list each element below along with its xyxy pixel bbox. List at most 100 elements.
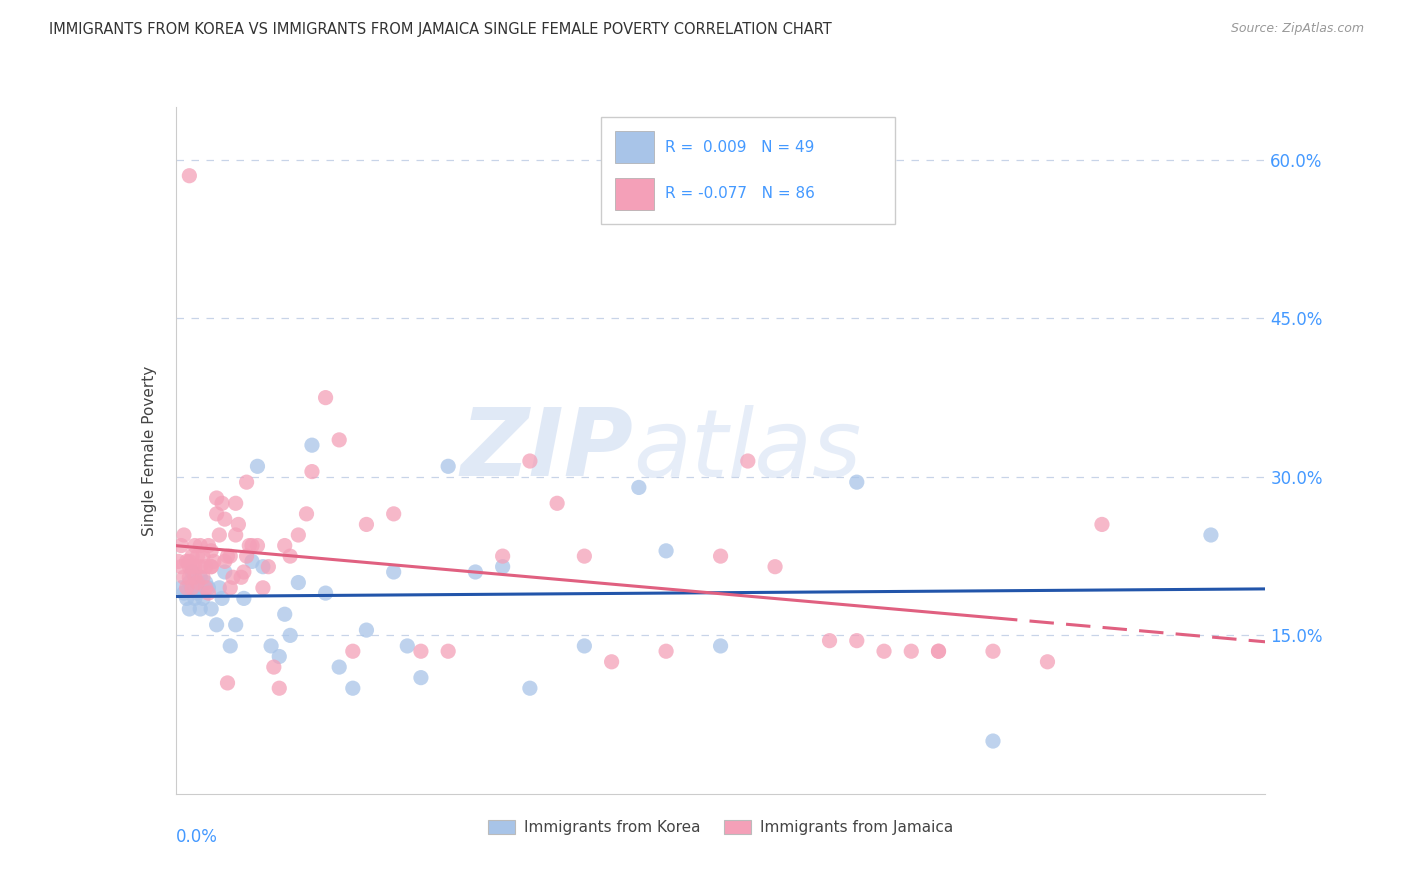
Point bbox=[184, 570, 207, 584]
Point bbox=[315, 391, 337, 405]
Point bbox=[900, 644, 922, 658]
Point bbox=[356, 517, 378, 532]
Point bbox=[197, 539, 219, 553]
Point bbox=[188, 602, 211, 616]
Point bbox=[170, 559, 193, 574]
Text: atlas: atlas bbox=[633, 405, 862, 496]
Point bbox=[181, 565, 204, 579]
Point bbox=[274, 539, 297, 553]
Point bbox=[176, 591, 198, 606]
Point bbox=[981, 644, 1004, 658]
Point bbox=[342, 681, 364, 696]
Point bbox=[574, 549, 596, 563]
Point bbox=[173, 586, 195, 600]
Point bbox=[409, 644, 432, 658]
Point bbox=[184, 539, 207, 553]
Point bbox=[246, 539, 269, 553]
Point bbox=[202, 554, 225, 568]
Point bbox=[278, 549, 301, 563]
Point bbox=[328, 660, 350, 674]
Point bbox=[197, 586, 219, 600]
Point bbox=[240, 554, 263, 568]
Point bbox=[191, 570, 214, 584]
Point bbox=[763, 559, 786, 574]
Point bbox=[208, 528, 231, 542]
Point bbox=[205, 617, 228, 632]
Point bbox=[710, 639, 733, 653]
Point bbox=[301, 438, 323, 452]
Point bbox=[260, 639, 283, 653]
Point bbox=[208, 581, 231, 595]
Point bbox=[194, 575, 217, 590]
Point bbox=[437, 459, 460, 474]
Point bbox=[235, 549, 257, 563]
Point bbox=[200, 602, 222, 616]
Point bbox=[219, 549, 242, 563]
Point bbox=[205, 491, 228, 505]
Point bbox=[197, 581, 219, 595]
Point bbox=[200, 559, 222, 574]
Point bbox=[818, 633, 841, 648]
Point bbox=[181, 549, 204, 563]
Point bbox=[928, 644, 950, 658]
Point bbox=[1199, 528, 1222, 542]
Text: Source: ZipAtlas.com: Source: ZipAtlas.com bbox=[1230, 22, 1364, 36]
Point bbox=[464, 565, 486, 579]
Point bbox=[173, 570, 195, 584]
Point bbox=[211, 496, 233, 510]
Point bbox=[710, 549, 733, 563]
Point bbox=[179, 570, 201, 584]
Point bbox=[240, 539, 263, 553]
Point bbox=[173, 528, 195, 542]
Point bbox=[179, 554, 201, 568]
Point bbox=[396, 639, 419, 653]
Point bbox=[257, 559, 280, 574]
Point bbox=[263, 660, 285, 674]
Y-axis label: Single Female Poverty: Single Female Poverty bbox=[142, 366, 157, 535]
Legend: Immigrants from Korea, Immigrants from Jamaica: Immigrants from Korea, Immigrants from J… bbox=[481, 814, 960, 841]
Point bbox=[179, 559, 201, 574]
Point bbox=[219, 581, 242, 595]
Text: IMMIGRANTS FROM KOREA VS IMMIGRANTS FROM JAMAICA SINGLE FEMALE POVERTY CORRELATI: IMMIGRANTS FROM KOREA VS IMMIGRANTS FROM… bbox=[49, 22, 832, 37]
Point bbox=[225, 528, 247, 542]
Point bbox=[238, 539, 260, 553]
Point bbox=[287, 575, 309, 590]
Point bbox=[186, 549, 209, 563]
Point bbox=[301, 465, 323, 479]
Point bbox=[176, 554, 198, 568]
Point bbox=[188, 559, 211, 574]
Point bbox=[222, 570, 245, 584]
Point bbox=[737, 454, 759, 468]
Point bbox=[437, 644, 460, 658]
Point bbox=[184, 591, 207, 606]
Point bbox=[600, 655, 623, 669]
Point bbox=[184, 559, 207, 574]
Point bbox=[252, 581, 274, 595]
Point bbox=[409, 671, 432, 685]
Point bbox=[170, 581, 193, 595]
Point bbox=[287, 528, 309, 542]
Point bbox=[228, 517, 250, 532]
Point bbox=[205, 507, 228, 521]
Point bbox=[382, 507, 405, 521]
Point bbox=[211, 591, 233, 606]
Point bbox=[200, 544, 222, 558]
Point bbox=[217, 676, 239, 690]
Point bbox=[328, 433, 350, 447]
Point bbox=[928, 644, 950, 658]
Point bbox=[186, 575, 209, 590]
Point bbox=[219, 639, 242, 653]
Point bbox=[627, 480, 650, 494]
Point bbox=[269, 681, 291, 696]
Text: ZIP: ZIP bbox=[461, 404, 633, 497]
Point bbox=[231, 570, 253, 584]
Point bbox=[176, 581, 198, 595]
Point bbox=[179, 575, 201, 590]
Point bbox=[170, 539, 193, 553]
Point bbox=[181, 581, 204, 595]
Point bbox=[191, 549, 214, 563]
Point bbox=[232, 591, 254, 606]
Point bbox=[232, 565, 254, 579]
Point bbox=[179, 602, 201, 616]
Point bbox=[295, 507, 318, 521]
